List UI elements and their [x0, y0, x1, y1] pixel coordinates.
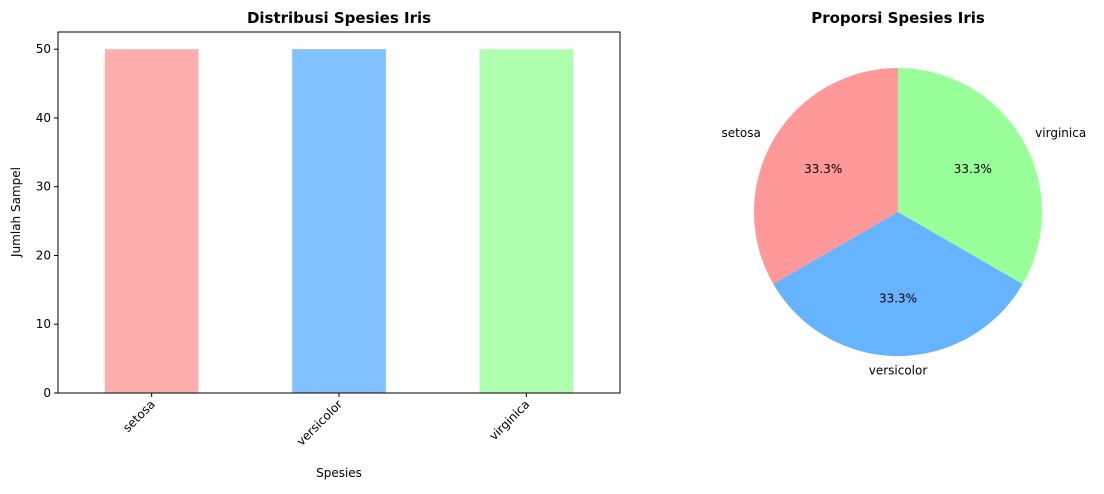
bar-setosa: [104, 49, 199, 393]
pie-percent-label: 33.3%: [879, 291, 917, 305]
bar-marks: [104, 49, 574, 393]
pie-chart-title: Proporsi Spesies Iris: [811, 9, 985, 27]
pie-slice-setosa: [754, 68, 898, 284]
y-tick-label: 10: [36, 317, 51, 331]
y-tick-label: 40: [36, 111, 51, 125]
y-tick-label: 30: [36, 180, 51, 194]
pie-chart: Proporsi Spesies Iris setosa 33.3% versico…: [722, 9, 1087, 377]
pie-label: setosa: [722, 126, 761, 140]
y-tick-label: 20: [36, 248, 51, 262]
bar-x-axis-label: Spesies: [316, 466, 362, 480]
y-tick-label: 0: [43, 386, 51, 400]
bar-versicolor: [292, 49, 386, 393]
pie-percent-label: 33.3%: [954, 162, 992, 176]
pie-slices: [754, 68, 1042, 356]
pie-label: versicolor: [869, 363, 928, 377]
bar-y-ticks: 0 10 20 30 40 50: [36, 42, 58, 400]
bar-chart-title: Distribusi Spesies Iris: [247, 9, 431, 27]
bar-virginica: [479, 49, 574, 393]
bar-y-axis-label: Jumlah Sampel: [9, 167, 23, 258]
pie-labels: setosa 33.3% versicolor 33.3% virginica 33.3%: [722, 126, 1087, 378]
pie-percent-label: 33.3%: [804, 162, 842, 176]
pie-label: virginica: [1035, 126, 1086, 140]
pie-slice-virginica: [898, 68, 1042, 284]
y-tick-label: 50: [36, 42, 51, 56]
